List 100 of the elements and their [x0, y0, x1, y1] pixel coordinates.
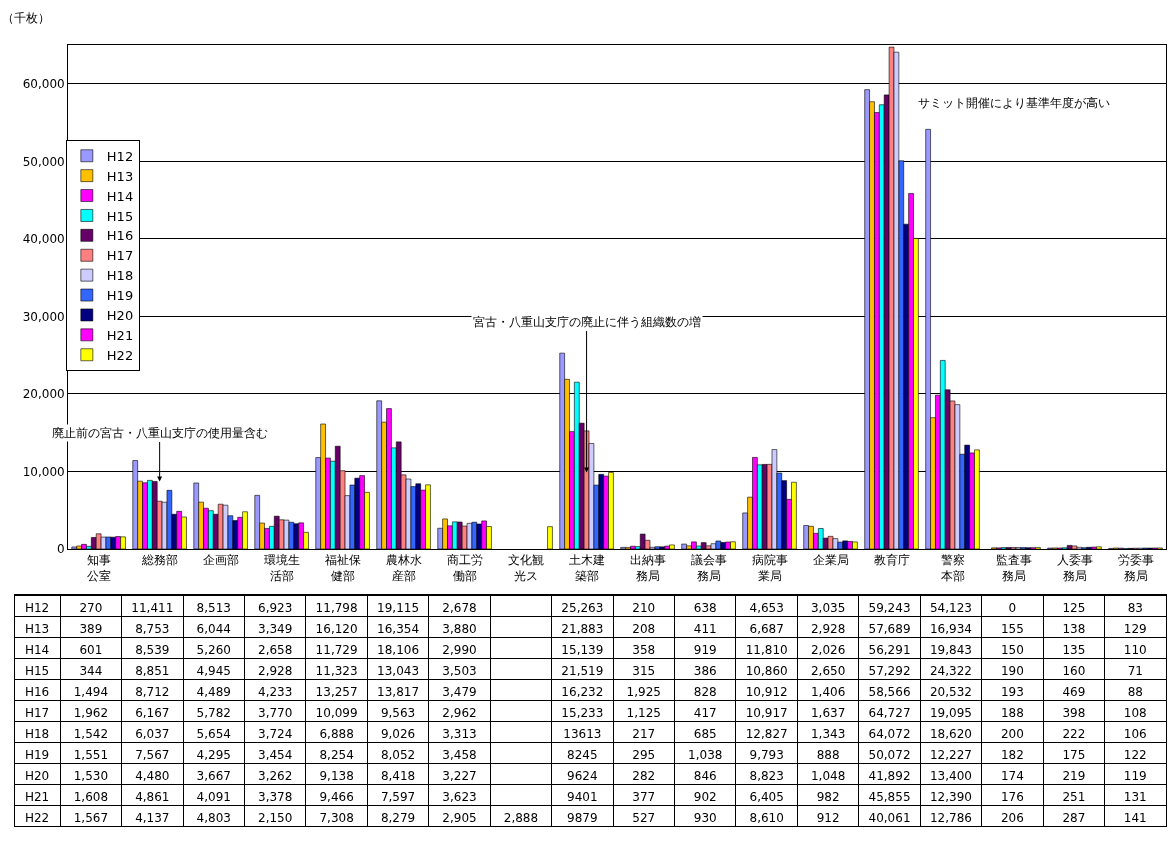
data-label: 188	[1000, 706, 1024, 721]
data-label: 6,167	[135, 706, 170, 721]
data-label: 3,458	[442, 748, 477, 763]
annotation: サミット開催により基準年度が高い	[918, 96, 1110, 110]
x-tick-label: 出納事務局	[629, 553, 666, 584]
data-label: 846	[693, 769, 717, 784]
data-label: 59,243	[868, 601, 911, 616]
data-label: 287	[1062, 811, 1086, 826]
data-label: 8245	[567, 748, 598, 763]
data-label: 71	[1127, 664, 1143, 679]
annotation: 宮古・八重山支庁の廃止に伴う組織数の増	[473, 315, 701, 329]
data-label: 21,883	[561, 622, 604, 637]
data-label: 7,308	[319, 811, 354, 826]
y-tick-label: 20,000	[22, 387, 65, 402]
y-tick-label: 30,000	[22, 309, 65, 324]
data-label: 24,322	[929, 664, 972, 679]
data-label: 1,494	[73, 685, 109, 700]
data-label: 6,044	[196, 622, 231, 637]
data-label: 9,563	[380, 706, 416, 721]
data-label: 3,724	[258, 727, 293, 742]
data-label: 13,817	[377, 685, 420, 700]
data-label: 210	[632, 601, 656, 616]
x-tick-label: 商工労働部	[446, 553, 483, 584]
data-label: 16,120	[315, 622, 358, 637]
data-label: 208	[632, 622, 656, 637]
x-tick-label: 監査事務局	[995, 553, 1032, 584]
data-label: 3,378	[258, 790, 293, 805]
x-tick-label: 教育庁	[873, 553, 910, 568]
data-label: 902	[693, 790, 717, 805]
text: H22	[24, 811, 50, 826]
text: H13	[24, 622, 50, 637]
y-tick-label: 40,000	[22, 232, 65, 247]
data-label: 108	[1123, 706, 1147, 721]
data-label: 4,295	[196, 748, 231, 763]
data-label: 9401	[567, 790, 598, 805]
text: H19	[24, 748, 50, 763]
data-label: 4,480	[135, 769, 170, 784]
data-label: 11,729	[315, 643, 358, 658]
data-label: 601	[79, 643, 103, 658]
data-label: 6,923	[258, 601, 293, 616]
data-label: 3,880	[442, 622, 477, 637]
data-label: 6,037	[135, 727, 170, 742]
data-label: 57,689	[868, 622, 911, 637]
data-label: 217	[632, 727, 656, 742]
data-label: 4,653	[749, 601, 784, 616]
x-tick-label: 人委事務局	[1056, 553, 1093, 584]
data-label: 129	[1123, 622, 1147, 637]
data-label: 1,962	[73, 706, 109, 721]
y-tick-label: 60,000	[22, 76, 65, 91]
data-label: 1,530	[73, 769, 109, 784]
data-label: 2,678	[442, 601, 477, 616]
data-label: 16,934	[929, 622, 972, 637]
data-label: 119	[1123, 769, 1147, 784]
data-label: 193	[1000, 685, 1024, 700]
data-label: 64,072	[868, 727, 911, 742]
data-label: 174	[1000, 769, 1024, 784]
data-label: 377	[632, 790, 656, 805]
data-label: 5,654	[196, 727, 231, 742]
legend-label: H19	[106, 288, 134, 304]
data-label: 12,390	[929, 790, 972, 805]
data-label: 19,843	[929, 643, 972, 658]
data-label: 1,567	[73, 811, 109, 826]
data-label: 176	[1000, 790, 1024, 805]
data-label: 7,597	[380, 790, 416, 805]
data-label: 2,928	[258, 664, 293, 679]
data-label: 8,513	[196, 601, 231, 616]
annotation: 廃止前の宮古・八重山支庁の使用量含む	[52, 426, 268, 440]
data-label: 3,349	[258, 622, 293, 637]
legend-label: H12	[106, 148, 134, 164]
data-label: 6,888	[319, 727, 354, 742]
data-label: 141	[1123, 811, 1147, 826]
y-axis-title: （千枚）	[2, 11, 50, 25]
data-label: 190	[1000, 664, 1024, 679]
data-label: 110	[1123, 643, 1147, 658]
data-label: 2,990	[442, 643, 477, 658]
x-tick-label: 環境生活部	[263, 553, 300, 584]
x-tick-label: 議会事務局	[690, 553, 727, 584]
data-label: 19,115	[377, 601, 420, 616]
x-tick-label: 病院事業局	[751, 553, 788, 584]
data-label: 18,620	[929, 727, 972, 742]
data-label: 13,043	[377, 664, 420, 679]
data-label: 106	[1123, 727, 1147, 742]
text: H15	[24, 664, 50, 679]
data-label: 9,793	[749, 748, 784, 763]
text: H21	[24, 790, 50, 805]
data-label: 4,861	[135, 790, 170, 805]
data-label: 411	[693, 622, 717, 637]
data-label: 15,233	[561, 706, 604, 721]
data-label: 3,313	[442, 727, 477, 742]
data-label: 10,860	[745, 664, 788, 679]
data-label: 9879	[567, 811, 598, 826]
data-label: 1,608	[73, 790, 109, 805]
data-label: 469	[1062, 685, 1086, 700]
data-label: 638	[693, 601, 717, 616]
data-label: 5,260	[196, 643, 231, 658]
data-label: 2,888	[503, 811, 539, 826]
data-label: 344	[79, 664, 103, 679]
data-label: 930	[693, 811, 717, 826]
data-label: 1,125	[626, 706, 661, 721]
data-label: 2,026	[810, 643, 846, 658]
